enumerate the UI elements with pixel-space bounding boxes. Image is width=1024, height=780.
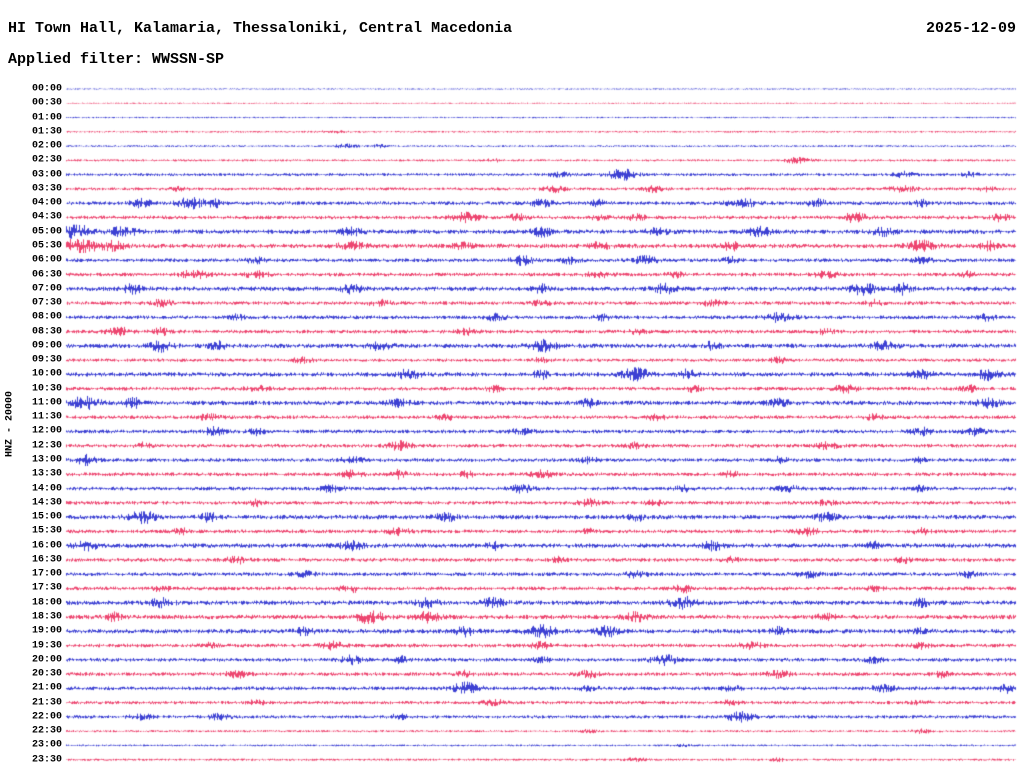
time-label-0830: 08:30 (31, 326, 62, 338)
time-label-2030: 20:30 (31, 668, 62, 680)
time-label-1700: 17:00 (31, 568, 62, 580)
time-label-1230: 12:30 (31, 440, 62, 452)
time-label-1030: 10:30 (31, 383, 62, 395)
time-label-1430: 14:30 (31, 497, 62, 509)
time-label-0700: 07:00 (31, 283, 62, 295)
time-label-2200: 22:00 (31, 711, 62, 723)
time-label-2330: 23:30 (31, 754, 62, 766)
time-label-0400: 04:00 (31, 197, 62, 209)
time-label-1130: 11:30 (31, 411, 62, 423)
time-label-1300: 13:00 (31, 454, 62, 466)
time-label-0430: 04:30 (31, 211, 62, 223)
time-label-0600: 06:00 (31, 254, 62, 266)
time-label-2100: 21:00 (31, 682, 62, 694)
time-label-0930: 09:30 (31, 354, 62, 366)
time-label-0100: 01:00 (31, 112, 62, 124)
time-label-1400: 14:00 (31, 483, 62, 495)
time-label-0800: 08:00 (31, 311, 62, 323)
time-label-0530: 05:30 (31, 240, 62, 252)
time-label-1200: 12:00 (31, 425, 62, 437)
time-label-0300: 03:00 (31, 169, 62, 181)
time-label-1930: 19:30 (31, 640, 62, 652)
time-label-0500: 05:00 (31, 226, 62, 238)
time-label-2000: 20:00 (31, 654, 62, 666)
time-label-2230: 22:30 (31, 725, 62, 737)
time-label-0130: 01:30 (31, 126, 62, 138)
time-label-2300: 23:00 (31, 739, 62, 751)
time-label-1100: 11:00 (31, 397, 62, 409)
time-label-1630: 16:30 (31, 554, 62, 566)
time-axis-labels: 00:00 00:30 01:00 01:30 02:00 02:30 03:00 03:30… (0, 0, 62, 780)
time-label-1800: 18:00 (31, 597, 62, 609)
time-label-1730: 17:30 (31, 582, 62, 594)
time-label-1900: 19:00 (31, 625, 62, 637)
time-label-0330: 03:30 (31, 183, 62, 195)
time-label-0030: 00:30 (31, 97, 62, 109)
channel-scale-label: HNZ - 20000 (4, 390, 16, 458)
time-label-0230: 02:30 (31, 154, 62, 166)
time-label-2130: 21:30 (31, 697, 62, 709)
time-label-1830: 18:30 (31, 611, 62, 623)
time-label-0200: 02:00 (31, 140, 62, 152)
time-label-1600: 16:00 (31, 540, 62, 552)
time-label-0900: 09:00 (31, 340, 62, 352)
time-label-0730: 07:30 (31, 297, 62, 309)
time-label-0630: 06:30 (31, 269, 62, 280)
time-label-1530: 15:30 (31, 525, 62, 537)
time-label-1330: 13:30 (31, 468, 62, 480)
time-label-1000: 10:00 (31, 368, 62, 380)
time-label-1500: 15:00 (31, 511, 62, 523)
time-label-0000: 00:00 (31, 83, 62, 95)
